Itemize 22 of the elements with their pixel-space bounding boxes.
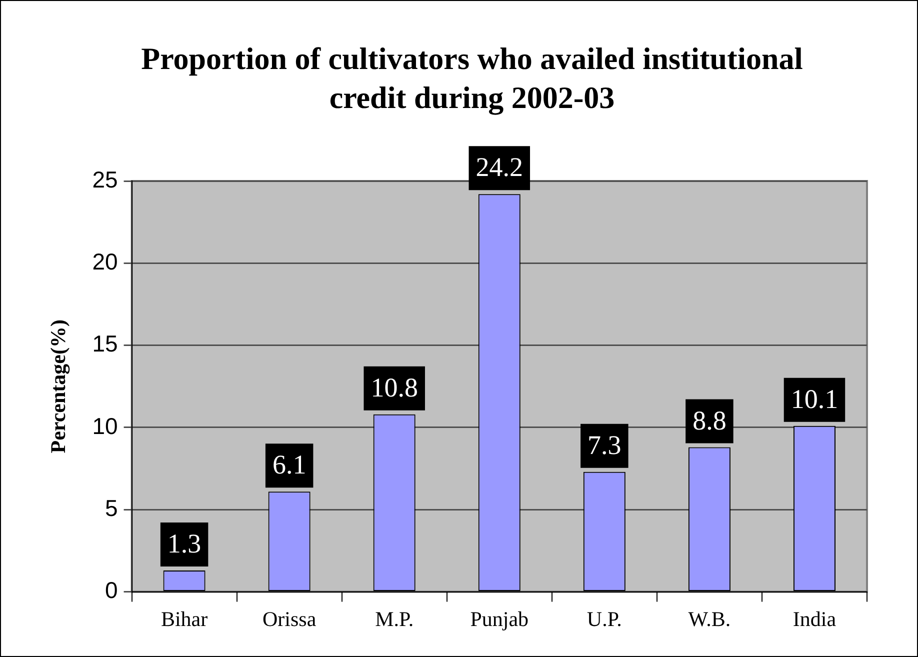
chart-title: Proportion of cultivators who availed institutional credit during 2002-03 [140, 40, 804, 117]
y-axis-title: Percentage(%) [46, 320, 70, 454]
data-label: 8.8 [692, 405, 726, 436]
y-tick-label: 0 [104, 577, 118, 604]
x-tick-label: India [792, 606, 837, 631]
data-label: 10.1 [790, 384, 838, 414]
x-tick-label: M.P. [375, 606, 414, 631]
x-tick-label: W.B. [688, 606, 731, 631]
data-label: 7.3 [588, 430, 622, 460]
x-tick-label: U.P. [586, 606, 622, 631]
y-tick-label: 15 [92, 330, 118, 357]
data-label: 10.8 [370, 372, 418, 402]
x-tick-label: Orissa [262, 606, 317, 631]
data-label: 24.2 [476, 152, 524, 182]
y-tick-label: 25 [92, 166, 118, 192]
data-label: 1.3 [167, 528, 202, 559]
x-tick-label: Bihar [160, 606, 208, 631]
data-label: 6.1 [272, 450, 306, 480]
x-tick-label: Punjab [470, 606, 529, 631]
y-tick-label: 10 [92, 412, 118, 439]
y-tick-label: 20 [92, 248, 118, 275]
y-tick-label: 5 [104, 494, 118, 521]
